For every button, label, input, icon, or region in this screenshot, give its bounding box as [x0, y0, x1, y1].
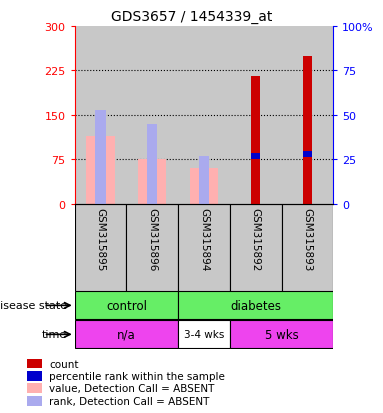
Text: GDS3657 / 1454339_at: GDS3657 / 1454339_at — [111, 10, 272, 24]
Bar — [75, 320, 178, 349]
Text: count: count — [49, 359, 79, 369]
Bar — [303, 152, 312, 158]
Text: GSM315893: GSM315893 — [302, 207, 313, 270]
Bar — [147, 125, 157, 204]
Text: n/a: n/a — [117, 328, 136, 341]
Text: GSM315894: GSM315894 — [199, 207, 209, 270]
Bar — [26, 384, 42, 393]
Bar — [26, 371, 42, 381]
Bar — [282, 27, 333, 204]
Bar — [178, 204, 230, 291]
Bar — [75, 204, 126, 291]
Text: 5 wks: 5 wks — [265, 328, 298, 341]
Bar — [138, 160, 167, 204]
Text: value, Detection Call = ABSENT: value, Detection Call = ABSENT — [49, 383, 215, 393]
Bar — [230, 27, 282, 204]
Bar — [230, 204, 282, 291]
Bar — [178, 292, 333, 320]
Text: GSM315892: GSM315892 — [250, 207, 261, 270]
Text: percentile rank within the sample: percentile rank within the sample — [49, 371, 225, 381]
Bar — [251, 153, 260, 160]
Bar — [86, 136, 115, 204]
Bar — [75, 27, 126, 204]
Bar — [251, 77, 260, 204]
Text: control: control — [106, 299, 147, 312]
Text: 3-4 wks: 3-4 wks — [184, 330, 224, 339]
Bar — [126, 204, 178, 291]
Bar — [95, 110, 106, 204]
Text: diabetes: diabetes — [230, 299, 281, 312]
Bar — [178, 27, 230, 204]
Text: disease state: disease state — [0, 301, 67, 311]
Text: GSM315896: GSM315896 — [147, 207, 157, 270]
Bar — [190, 169, 218, 204]
Text: rank, Detection Call = ABSENT: rank, Detection Call = ABSENT — [49, 396, 210, 406]
Text: GSM315895: GSM315895 — [95, 207, 106, 270]
Bar — [199, 157, 209, 204]
Bar — [178, 320, 230, 349]
Bar — [282, 204, 333, 291]
Bar — [126, 27, 178, 204]
Text: time: time — [42, 330, 67, 339]
Bar — [26, 396, 42, 406]
Bar — [75, 292, 178, 320]
Bar — [303, 57, 312, 204]
Bar — [26, 359, 42, 368]
Bar — [230, 320, 333, 349]
